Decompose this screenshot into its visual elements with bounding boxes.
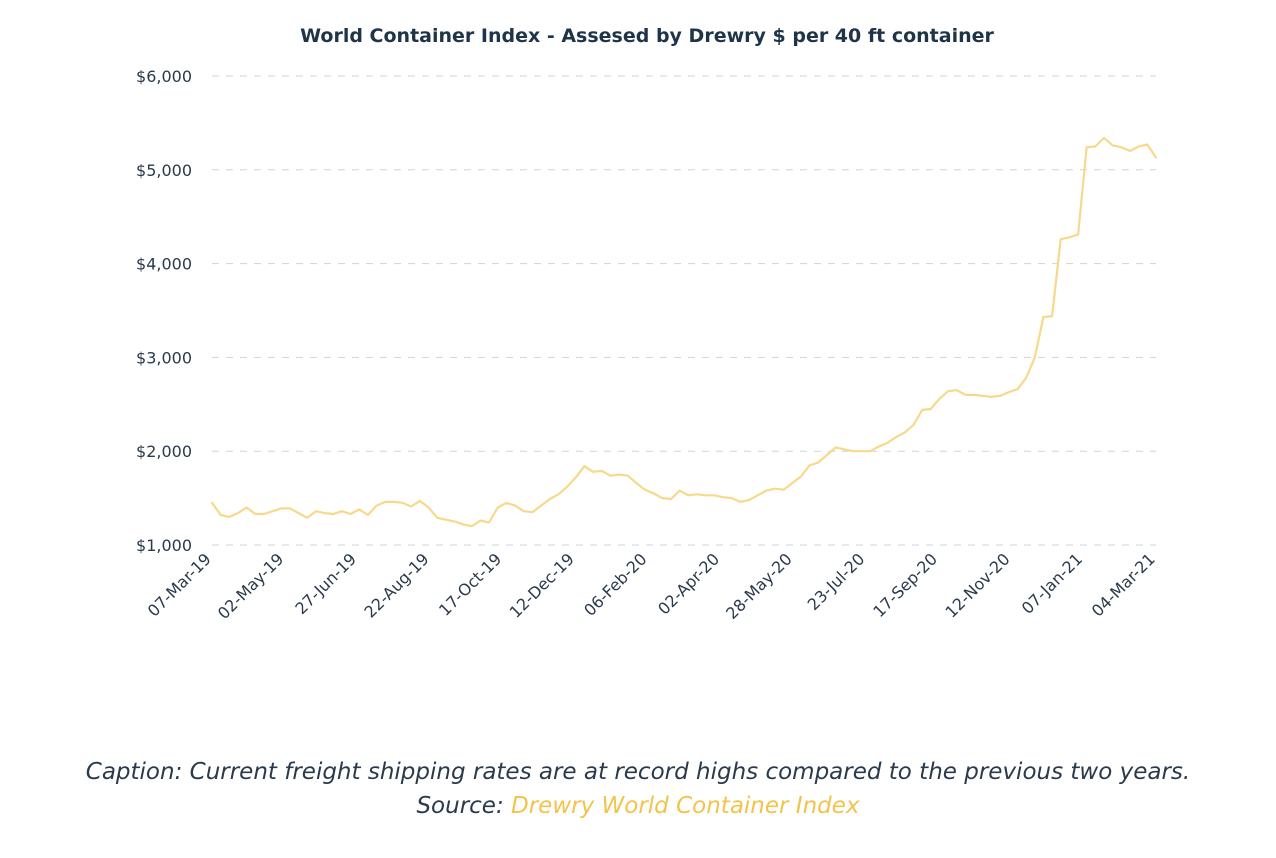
x-tick-label: 02-May-19 [214, 549, 288, 623]
x-tick-label: 22-Aug-19 [360, 549, 432, 621]
grid-lines [212, 75, 1156, 546]
y-tick-label: $2,000 [136, 442, 192, 461]
y-tick-label: $6,000 [136, 67, 192, 86]
x-tick-label: 07-Mar-19 [144, 549, 215, 620]
line-chart: World Container Index - Assesed by Drewr… [136, 25, 1159, 623]
series-layer [210, 136, 1158, 528]
source-prefix: Source: [416, 793, 512, 819]
x-tick-label: 12-Dec-19 [506, 549, 578, 621]
series-line [210, 136, 1158, 528]
chart-title: World Container Index - Assesed by Drewr… [300, 25, 994, 47]
y-tick-label: $4,000 [136, 255, 192, 274]
x-tick-label: 27-Jun-19 [291, 549, 360, 618]
x-tick-label: 06-Feb-20 [580, 549, 650, 619]
figure-caption: Caption: Current freight shipping rates … [85, 759, 1191, 785]
x-axis-ticks: 07-Mar-19 02-May-19 27-Jun-19 22-Aug-19 17-O… [144, 549, 1159, 623]
x-tick-label: 23-Jul-20 [804, 549, 869, 614]
y-tick-label: $1,000 [136, 536, 192, 555]
y-tick-label: $5,000 [136, 161, 192, 180]
y-axis-ticks: $1,000 $2,000 $3,000 $4,000 $5,000 $6,000 [136, 67, 192, 555]
x-tick-label: 04-Mar-21 [1088, 549, 1159, 620]
x-tick-label: 02-Apr-20 [654, 549, 723, 618]
x-tick-label: 17-Sep-20 [869, 549, 941, 621]
figure-source: Source: Drewry World Container Index [0, 793, 1276, 819]
x-tick-label: 28-May-20 [722, 549, 796, 623]
x-tick-label: 17-Oct-19 [435, 549, 505, 619]
y-tick-label: $3,000 [136, 348, 192, 367]
source-link[interactable]: Drewry World Container Index [511, 793, 860, 819]
x-tick-label: 12-Nov-20 [941, 549, 1013, 621]
x-tick-label: 07-Jan-21 [1018, 549, 1086, 617]
